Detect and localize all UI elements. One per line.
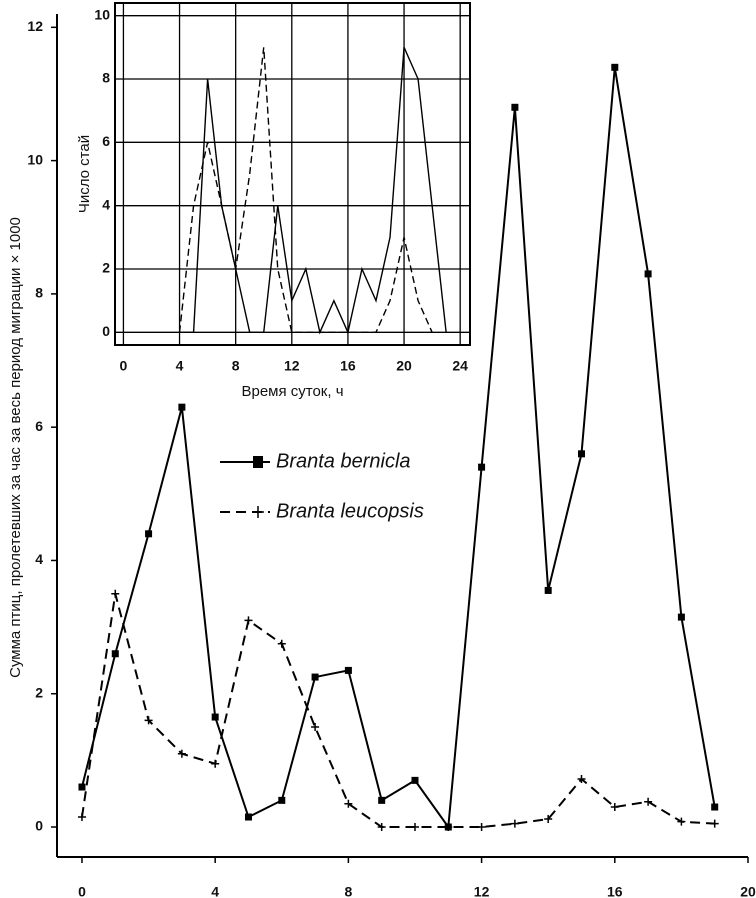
x-tick-label: 8 xyxy=(344,884,352,898)
point xyxy=(378,796,386,804)
point xyxy=(611,63,619,71)
y-tick-label: 0 xyxy=(102,323,110,339)
x-tick-label: 16 xyxy=(340,358,356,374)
point xyxy=(377,823,386,832)
x-tick-label: 20 xyxy=(740,884,756,898)
point xyxy=(111,650,119,658)
point xyxy=(411,776,419,784)
point xyxy=(177,749,186,758)
x-tick-label: 0 xyxy=(78,884,86,898)
point xyxy=(278,796,286,804)
y-tick-label: 4 xyxy=(102,196,110,212)
series-line xyxy=(81,67,716,830)
point xyxy=(577,775,586,784)
point xyxy=(711,803,719,811)
x-tick-label: 16 xyxy=(607,884,623,898)
point xyxy=(111,589,120,598)
y-tick-label: 2 xyxy=(102,260,110,276)
point xyxy=(178,403,186,411)
point xyxy=(511,103,519,111)
point xyxy=(311,723,320,732)
y-tick-label: 2 xyxy=(35,684,43,700)
y-tick-label: 6 xyxy=(102,133,110,149)
point xyxy=(344,666,352,674)
y-tick-label: 4 xyxy=(35,551,43,567)
legend-marker xyxy=(252,506,264,518)
series-line xyxy=(178,47,433,334)
point xyxy=(311,673,319,681)
point xyxy=(610,803,619,812)
point xyxy=(677,613,685,621)
x-tick-label: 8 xyxy=(232,358,240,374)
point xyxy=(477,823,486,832)
point xyxy=(144,716,153,725)
point xyxy=(410,823,419,832)
x-tick-label: 20 xyxy=(396,358,412,374)
point xyxy=(277,639,286,648)
point xyxy=(77,813,86,822)
x-axis-label: Время суток, ч xyxy=(241,383,343,400)
y-tick-label: 0 xyxy=(35,818,43,834)
legend-label: Branta leucopsis xyxy=(276,500,424,522)
x-tick-label: 4 xyxy=(211,884,219,898)
series-line xyxy=(80,593,715,829)
point xyxy=(510,819,519,828)
point xyxy=(644,270,652,278)
legend-marker xyxy=(253,456,263,468)
point xyxy=(211,713,219,721)
point xyxy=(544,815,553,824)
y-axis-label: Сумма птиц, пролетевших за час за весь п… xyxy=(7,217,24,678)
point xyxy=(644,797,653,806)
point xyxy=(677,817,686,826)
plot-background xyxy=(114,2,471,346)
point xyxy=(78,783,86,791)
y-axis-label: Число стай xyxy=(76,135,93,213)
point xyxy=(244,616,253,625)
y-tick-label: 10 xyxy=(94,6,110,22)
y-tick-label: 10 xyxy=(27,151,43,167)
y-tick-label: 12 xyxy=(27,18,43,34)
x-tick-label: 12 xyxy=(284,358,300,374)
point xyxy=(244,813,252,821)
y-tick-label: 8 xyxy=(35,285,43,301)
point xyxy=(710,819,719,828)
point xyxy=(344,799,353,808)
y-tick-label: 6 xyxy=(35,418,43,434)
point xyxy=(145,530,153,538)
point xyxy=(444,823,453,832)
point xyxy=(544,586,552,594)
y-tick-label: 8 xyxy=(102,70,110,86)
legend-label: Branta bernicla xyxy=(276,450,411,472)
x-tick-label: 12 xyxy=(474,884,490,898)
point xyxy=(577,450,585,458)
point xyxy=(211,759,220,768)
x-tick-label: 4 xyxy=(176,358,184,374)
x-tick-label: 24 xyxy=(452,358,468,374)
x-tick-label: 0 xyxy=(120,358,128,374)
point xyxy=(478,463,486,471)
